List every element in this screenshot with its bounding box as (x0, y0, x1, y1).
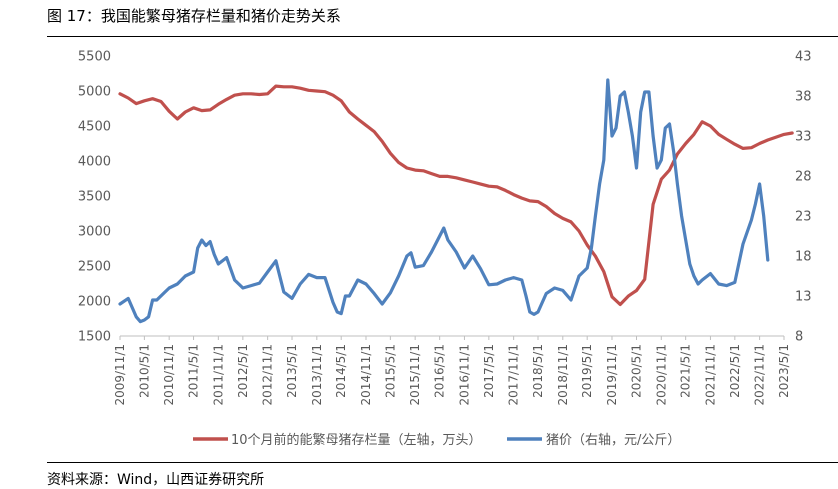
series-line-sows (118, 84, 794, 307)
x-axis-tick-label: 2017/11/1 (507, 344, 521, 406)
x-axis-tick-label: 2010/5/1 (137, 344, 151, 398)
left-axis-tick-label: 4000 (78, 155, 111, 170)
x-axis-tick-label: 2011/5/1 (187, 344, 201, 398)
bottom-rule (47, 462, 838, 463)
left-axis-tick-label: 3000 (78, 225, 111, 240)
x-axis-tick-label: 2018/5/1 (531, 344, 545, 398)
figure-title: 图 17：我国能繁母猪存栏量和猪价走势关系 (47, 7, 341, 25)
left-axis-tick-label: 5500 (78, 50, 111, 65)
x-axis-tick-label: 2018/11/1 (556, 344, 570, 406)
source-note: 资料来源：Wind，山西证券研究所 (47, 472, 265, 488)
x-axis-tick-label: 2014/11/1 (359, 344, 373, 406)
legend-label-hog: 猪价（右轴，元/公斤） (546, 433, 680, 448)
left-axis-tick-label: 4500 (78, 120, 111, 135)
x-axis-tick-label: 2023/5/1 (777, 344, 791, 398)
series-layer (118, 78, 794, 324)
x-axis-tick-label: 2015/5/1 (383, 344, 397, 398)
left-axis-tick-label: 2500 (78, 260, 111, 275)
right-axis-tick-label: 18 (795, 250, 812, 265)
x-axis-tick-label: 2012/11/1 (261, 344, 275, 406)
right-axis-tick-label: 23 (795, 210, 812, 225)
x-axis-tick-label: 2012/5/1 (236, 344, 250, 398)
line-chart: 1500 2000 2500 3000 3500 4000 4500 5000 5500 8 13… (78, 50, 812, 449)
x-axis-tick-label: 2015/11/1 (408, 344, 422, 406)
x-axis-tick-label: 2022/5/1 (728, 344, 742, 398)
top-rule (47, 36, 838, 37)
right-y-axis: 8 13 18 23 28 33 38 43 (795, 50, 812, 345)
left-axis-tick-label: 3500 (78, 190, 111, 205)
x-axis-tick-label: 2019/11/1 (605, 344, 619, 406)
x-axis-tick-label: 2022/11/1 (753, 344, 767, 406)
x-axis: 2009/11/1 2010/5/1 2010/11/1 2011/5/1 2011/1… (113, 336, 791, 406)
right-axis-tick-label: 38 (795, 90, 812, 105)
x-axis-tick-label: 2009/11/1 (113, 344, 127, 406)
right-axis-tick-label: 33 (795, 130, 812, 145)
x-axis-tick-label: 2014/5/1 (334, 344, 348, 398)
x-axis-tick-label: 2020/11/1 (654, 344, 668, 406)
right-axis-tick-label: 43 (795, 50, 812, 65)
x-axis-tick-label: 2011/11/1 (211, 344, 225, 406)
left-axis-tick-label: 2000 (78, 295, 111, 310)
x-axis-tick-label: 2017/5/1 (482, 344, 496, 398)
x-axis-tick-label: 2010/11/1 (162, 344, 176, 406)
x-axis-tick-label: 2021/5/1 (679, 344, 693, 398)
left-axis-tick-label: 5000 (78, 85, 111, 100)
left-y-axis: 1500 2000 2500 3000 3500 4000 4500 5000 5500 (78, 50, 111, 345)
series-line-hog (118, 78, 770, 324)
legend: 10个月前的能繁母猪存栏量（左轴，万头） 猪价（右轴，元/公斤） (193, 432, 680, 448)
right-axis-tick-label: 28 (795, 170, 812, 185)
x-axis-tick-label: 2019/5/1 (580, 344, 594, 398)
right-axis-tick-label: 8 (795, 330, 803, 345)
x-axis-tick-label: 2016/5/1 (433, 344, 447, 398)
x-axis-tick-label: 2021/11/1 (703, 344, 717, 406)
x-axis-tick-label: 2013/11/1 (310, 344, 324, 406)
left-axis-tick-label: 1500 (78, 330, 111, 345)
x-axis-tick-label: 2016/11/1 (457, 344, 471, 406)
legend-label-sows: 10个月前的能繁母猪存栏量（左轴，万头） (231, 432, 482, 448)
x-axis-tick-label: 2013/5/1 (285, 344, 299, 398)
right-axis-tick-label: 13 (795, 290, 812, 305)
x-axis-tick-label: 2020/5/1 (629, 344, 643, 398)
